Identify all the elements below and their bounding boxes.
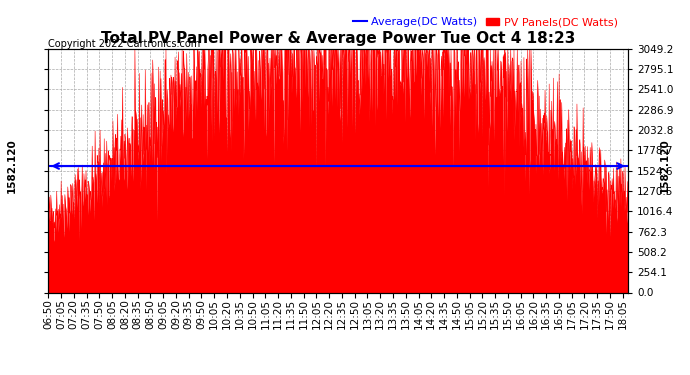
Title: Total PV Panel Power & Average Power Tue Oct 4 18:23: Total PV Panel Power & Average Power Tue…	[101, 31, 575, 46]
Text: Copyright 2022 Cartronics.com: Copyright 2022 Cartronics.com	[48, 39, 201, 50]
Text: 1582.120: 1582.120	[660, 139, 670, 194]
Legend: Average(DC Watts), PV Panels(DC Watts): Average(DC Watts), PV Panels(DC Watts)	[349, 13, 622, 32]
Text: 1582.120: 1582.120	[6, 139, 17, 194]
